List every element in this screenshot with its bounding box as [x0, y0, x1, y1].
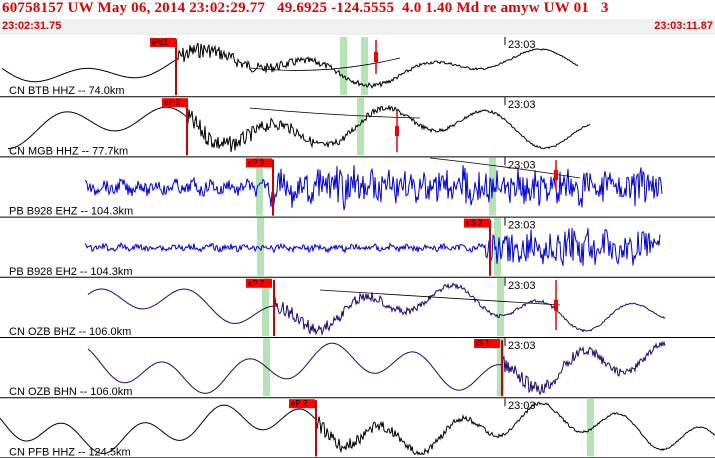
- waveform-trace: [1, 42, 579, 89]
- waveform-trace: [87, 340, 666, 396]
- phase-window-marker: [494, 217, 501, 276]
- pick-label-box: [150, 38, 176, 47]
- station-label: CN MGB HHZ -- 77.7km: [9, 145, 128, 157]
- trace-panel: eP 2 23:03 CN MGB HHZ -- 77.7km: [0, 97, 715, 158]
- pick-label-box: [464, 218, 490, 228]
- trace-panel: eS 2 23:03 PB B928 EH2 -- 104.3km: [0, 217, 715, 278]
- pick-label-box: [162, 98, 188, 108]
- time-mark-label: 23:03: [508, 340, 536, 352]
- pick-label: iPd1: [152, 38, 169, 47]
- event-header: 60758157 UW May 06, 2014 23:02:29.77 49.…: [0, 0, 715, 20]
- time-mark-label: 23:03: [508, 39, 536, 51]
- pick-label: iS 1: [476, 339, 490, 348]
- station-label: CN BTB HHZ -- 74.0km: [9, 85, 125, 97]
- trace-panel: eP 2 23:03 CN OZB BHZ -- 106.0km: [0, 277, 715, 338]
- phase-window-marker: [587, 398, 594, 457]
- waveform-trace: [87, 282, 666, 336]
- waveform-trace: [0, 401, 715, 456]
- event-title: 60758157 UW May 06, 2014 23:02:29.77 49.…: [2, 0, 609, 16]
- pick-label-box: [246, 158, 272, 168]
- traveltime-curve: [249, 57, 401, 71]
- traveltime-curve: [249, 107, 421, 119]
- pick-label: eP 2: [248, 279, 265, 288]
- phase-window-marker: [340, 37, 347, 96]
- phase-window-marker: [357, 97, 364, 156]
- trace-panel: eP 2 23:03 CN PFB HHZ -- 124.5km: [0, 398, 715, 458]
- traveltime-curve: [429, 157, 581, 179]
- time-mark-label: 23:03: [508, 159, 536, 171]
- phase-window-marker: [262, 277, 269, 336]
- station-label: PB B928 EHZ -- 104.3km: [9, 206, 133, 218]
- time-range-bar: 23:02:31.75 23:03:11.87: [0, 19, 715, 35]
- pick-label-box: [474, 339, 500, 348]
- phase-window-marker: [361, 37, 368, 96]
- trace-panel: eP 2 23:03 PB B928 EHZ -- 104.3km: [0, 157, 715, 218]
- station-label: CN OZB BHN -- 106.0km: [9, 386, 132, 398]
- trace-panel: iPd1 23:03 CN BTB HHZ -- 74.0km: [0, 37, 715, 98]
- pick-label-box: [246, 278, 272, 288]
- time-mark-label: 23:03: [508, 280, 536, 292]
- pick-label: eS 2: [466, 219, 483, 228]
- amplitude-marker-box: [554, 170, 558, 180]
- station-label: CN OZB BHZ -- 106.0km: [9, 326, 131, 338]
- amplitude-marker-box: [395, 126, 399, 136]
- time-end-label: 23:03:11.87: [654, 20, 713, 32]
- station-label: PB B928 EH2 -- 104.3km: [9, 266, 133, 278]
- pick-label: eP 2: [164, 98, 181, 107]
- phase-window-marker: [497, 277, 504, 336]
- time-mark-label: 23:03: [508, 220, 536, 232]
- amplitude-marker-box: [374, 52, 378, 62]
- phase-window-marker: [256, 157, 263, 216]
- waveform-trace: [7, 104, 591, 153]
- time-mark-label: 23:03: [508, 99, 536, 111]
- waveform-trace: [84, 227, 661, 266]
- traveltime-curve: [319, 289, 561, 306]
- phase-window-marker: [497, 338, 504, 397]
- phase-window-marker: [257, 217, 264, 276]
- station-label: CN PFB HHZ -- 124.5km: [9, 446, 131, 458]
- pick-label: eP 2: [248, 158, 265, 167]
- pick-label: eP 2: [291, 399, 308, 408]
- waveform-trace: [85, 165, 663, 211]
- time-mark-label: 23:03: [508, 400, 536, 412]
- trace-panel: iS 1 23:03 CN OZB BHN -- 106.0km: [0, 338, 715, 399]
- pick-label-box: [289, 399, 315, 409]
- amplitude-marker-box: [554, 300, 558, 310]
- time-start-label: 23:02:31.75: [2, 20, 62, 32]
